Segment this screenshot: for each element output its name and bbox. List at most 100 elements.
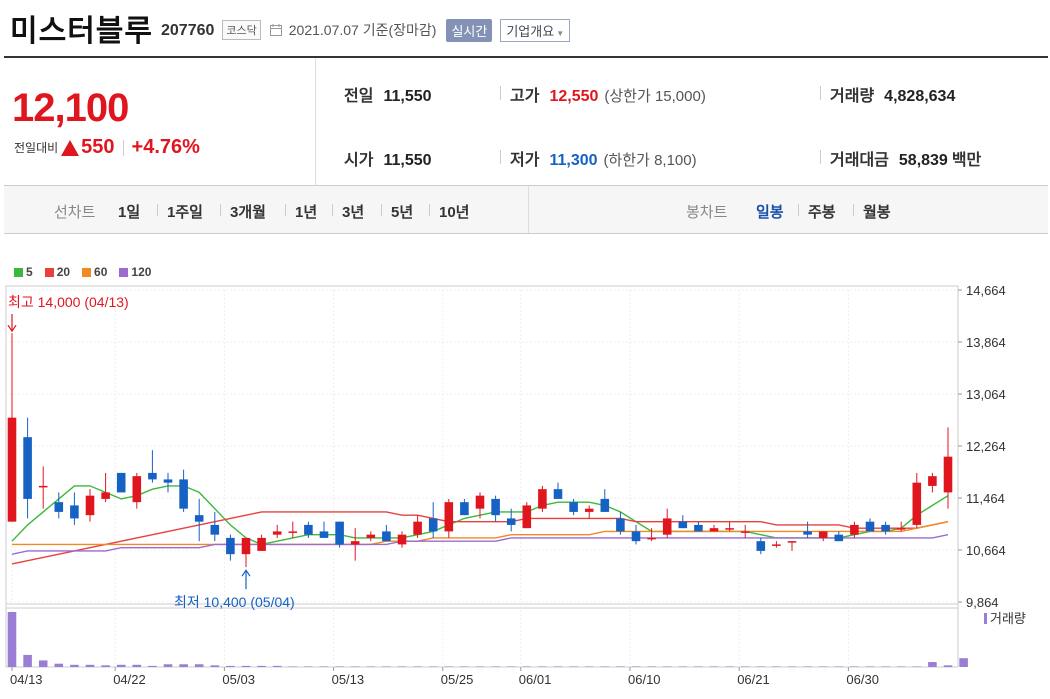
legend-label: 5 (26, 265, 33, 279)
divider (853, 204, 854, 216)
candle-body (740, 531, 750, 533)
tab-3y[interactable]: 3년 (342, 204, 365, 221)
volume-bar (54, 663, 64, 667)
prev-close-value: 11,550 (383, 88, 432, 105)
volume-bar (444, 666, 454, 667)
volume-bar (506, 666, 516, 667)
divider (285, 204, 286, 216)
x-tick-label: 04/13 (10, 672, 43, 687)
candle-body (818, 531, 828, 538)
company-info-label: 기업개요 (506, 23, 555, 39)
prev-close-label: 전일 (344, 88, 374, 105)
tab-5y[interactable]: 5년 (391, 204, 414, 221)
amount-unit: 백만 (951, 152, 982, 169)
volume-bar (943, 665, 953, 667)
candle-body (569, 502, 578, 512)
volume-bar (101, 665, 110, 667)
legend-item-ma60: 60 (82, 265, 107, 279)
tab-monthly[interactable]: 월봉 (863, 204, 891, 221)
x-tick-label: 06/01 (519, 672, 552, 687)
prev-close-stat: 전일 11,550 (344, 82, 432, 106)
x-tick-label: 05/03 (222, 672, 255, 687)
y-tick-label: 10,664 (966, 543, 1006, 558)
low-annotation: 최저 10,400 (05/04) (174, 594, 295, 610)
divider (220, 204, 221, 216)
volume-bar (210, 665, 220, 667)
low-annotation-arrowhead (241, 569, 251, 577)
divider (122, 139, 124, 156)
volume-bar (538, 666, 547, 667)
candle-body (350, 541, 360, 545)
volume-bar (70, 664, 79, 667)
volume-bar (148, 665, 157, 667)
upper-limit: (상한가 15,000) (604, 88, 706, 105)
tab-1w[interactable]: 1주일 (167, 204, 203, 221)
tab-1y[interactable]: 1년 (295, 204, 318, 221)
candle-body (85, 495, 95, 516)
amount-label: 거래대금 (830, 152, 889, 169)
volume-bar (834, 666, 844, 667)
tab-1d[interactable]: 1일 (118, 204, 141, 221)
divider (820, 86, 821, 100)
tab-3m[interactable]: 3개월 (230, 204, 266, 221)
volume-bar (288, 666, 298, 667)
candle-body (522, 505, 532, 529)
candlestick-chart[interactable]: 14,664 13,864 13,064 12,264 11,464 10,664 9,86… (0, 280, 1050, 699)
candle-body (616, 518, 625, 532)
current-price: 12,100 (12, 86, 129, 130)
volume-bar (241, 665, 251, 667)
y-tick-label: 13,864 (966, 335, 1006, 350)
legend-swatch (82, 267, 92, 277)
candle-body (584, 508, 594, 512)
plot-frame (5, 285, 959, 609)
candle-body (101, 492, 110, 499)
volume-bar (226, 665, 235, 667)
change-amount: 550 (81, 136, 115, 158)
tab-weekly[interactable]: 주봉 (808, 204, 836, 221)
company-name: 미스터블루 (10, 15, 153, 48)
volume-bar (553, 666, 563, 667)
realtime-button[interactable]: 실시간 (446, 18, 493, 42)
volume-bar (865, 666, 875, 667)
change-percent: +4.76% (131, 136, 200, 158)
candle-body (600, 498, 610, 512)
candle-body (834, 534, 844, 542)
volume-bar (304, 666, 313, 667)
candle-body (304, 524, 313, 535)
volume-bar (647, 666, 656, 667)
candle-body (335, 521, 344, 545)
open-label: 시가 (344, 152, 374, 169)
candle-body (725, 528, 734, 530)
tab-10y[interactable]: 10년 (439, 204, 470, 221)
volume-bar (803, 666, 812, 667)
volume-bar (475, 666, 485, 667)
divider (528, 186, 529, 233)
volume-bar (522, 666, 532, 667)
candle-body (70, 505, 79, 519)
candle-body (678, 521, 688, 529)
legend-item-ma20: 20 (44, 265, 70, 279)
candle-body (538, 489, 547, 509)
period-bar: 선차트 1일 1주일 3개월 1년 3년 5년 10년 봉차트 일봉 주봉 월봉 (4, 186, 1048, 234)
candle-body (475, 495, 485, 509)
divider (820, 150, 821, 164)
volume-bar (928, 662, 937, 667)
candle-body (865, 521, 875, 532)
legend-item-ma5: 5 (14, 265, 33, 279)
candle-body (7, 417, 17, 522)
divider (381, 204, 382, 216)
volume-bar (319, 666, 329, 667)
volume-bar (584, 666, 594, 667)
low-value: 11,300 (549, 152, 598, 169)
volume-bar (600, 666, 610, 667)
volume-bar (709, 666, 719, 667)
volume-bar (85, 664, 95, 667)
tab-daily[interactable]: 일봉 (756, 204, 784, 221)
candle-body (631, 531, 641, 542)
candle-body (756, 541, 766, 551)
open-stat: 시가 11,550 (344, 146, 432, 170)
company-info-dropdown[interactable]: 기업개요 ▼ (500, 18, 571, 42)
candle-body (319, 531, 329, 538)
volume-value: 4,828,634 (884, 88, 956, 105)
divider (500, 86, 501, 100)
